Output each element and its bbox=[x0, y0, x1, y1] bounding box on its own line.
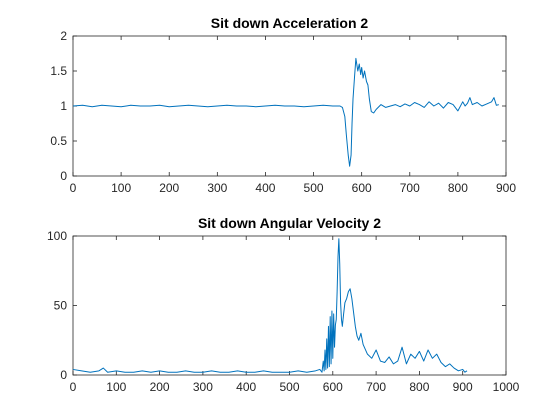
angular-velocity-x-tick-label: 300 bbox=[193, 380, 213, 394]
acceleration-x-tick-label: 600 bbox=[352, 181, 372, 195]
angular-velocity-y-tick-label: 100 bbox=[47, 229, 67, 243]
acceleration-y-ticks: 0 0.5 1 1.5 2 bbox=[50, 29, 506, 183]
angular-velocity-x-tick-label: 900 bbox=[453, 380, 473, 394]
angular-velocity-x-tick-label: 500 bbox=[279, 380, 299, 394]
angular-velocity-y-ticks: 0 50 100 bbox=[47, 229, 506, 382]
angular-velocity-panel: Sit down Angular Velocity 2 0 100 200 300 40… bbox=[47, 215, 520, 394]
acceleration-y-tick-label: 0.5 bbox=[50, 134, 67, 148]
acceleration-x-ticks: 0 100 200 300 400 500 600 700 800 900 bbox=[70, 36, 516, 195]
acceleration-x-tick-label: 200 bbox=[159, 181, 179, 195]
acceleration-x-tick-label: 800 bbox=[448, 181, 468, 195]
acceleration-panel: Sit down Acceleration 2 0 100 200 300 400 500… bbox=[50, 15, 516, 195]
angular-velocity-x-tick-label: 600 bbox=[323, 380, 343, 394]
acceleration-x-tick-label: 500 bbox=[304, 181, 324, 195]
angular-velocity-series-line bbox=[72, 238, 468, 373]
acceleration-series-line bbox=[72, 57, 499, 167]
acceleration-x-tick-label: 400 bbox=[255, 181, 275, 195]
angular-velocity-x-tick-label: 100 bbox=[106, 380, 126, 394]
angular-velocity-x-tick-label: 1000 bbox=[493, 380, 520, 394]
acceleration-x-tick-label: 900 bbox=[496, 181, 516, 195]
acceleration-y-tick-label: 1.5 bbox=[50, 64, 67, 78]
angular-velocity-x-tick-label: 200 bbox=[150, 380, 170, 394]
acceleration-y-tick-label: 1 bbox=[60, 99, 67, 113]
angular-velocity-x-tick-label: 0 bbox=[70, 380, 77, 394]
angular-velocity-x-tick-label: 400 bbox=[236, 380, 256, 394]
angular-velocity-y-tick-label: 50 bbox=[54, 299, 68, 313]
angular-velocity-x-tick-label: 800 bbox=[409, 380, 429, 394]
angular-velocity-x-ticks: 0 100 200 300 400 500 600 700 800 900 1000 bbox=[70, 236, 520, 394]
acceleration-x-tick-label: 300 bbox=[207, 181, 227, 195]
acceleration-x-tick-label: 700 bbox=[400, 181, 420, 195]
angular-velocity-x-tick-label: 700 bbox=[366, 380, 386, 394]
angular-velocity-title: Sit down Angular Velocity 2 bbox=[198, 215, 381, 231]
acceleration-x-tick-label: 100 bbox=[111, 181, 131, 195]
acceleration-y-tick-label: 2 bbox=[60, 29, 67, 43]
acceleration-title: Sit down Acceleration 2 bbox=[211, 15, 369, 31]
angular-velocity-y-tick-label: 0 bbox=[60, 368, 67, 382]
acceleration-x-tick-label: 0 bbox=[70, 181, 77, 195]
acceleration-y-tick-label: 0 bbox=[60, 169, 67, 183]
angular-velocity-axes bbox=[72, 235, 507, 376]
